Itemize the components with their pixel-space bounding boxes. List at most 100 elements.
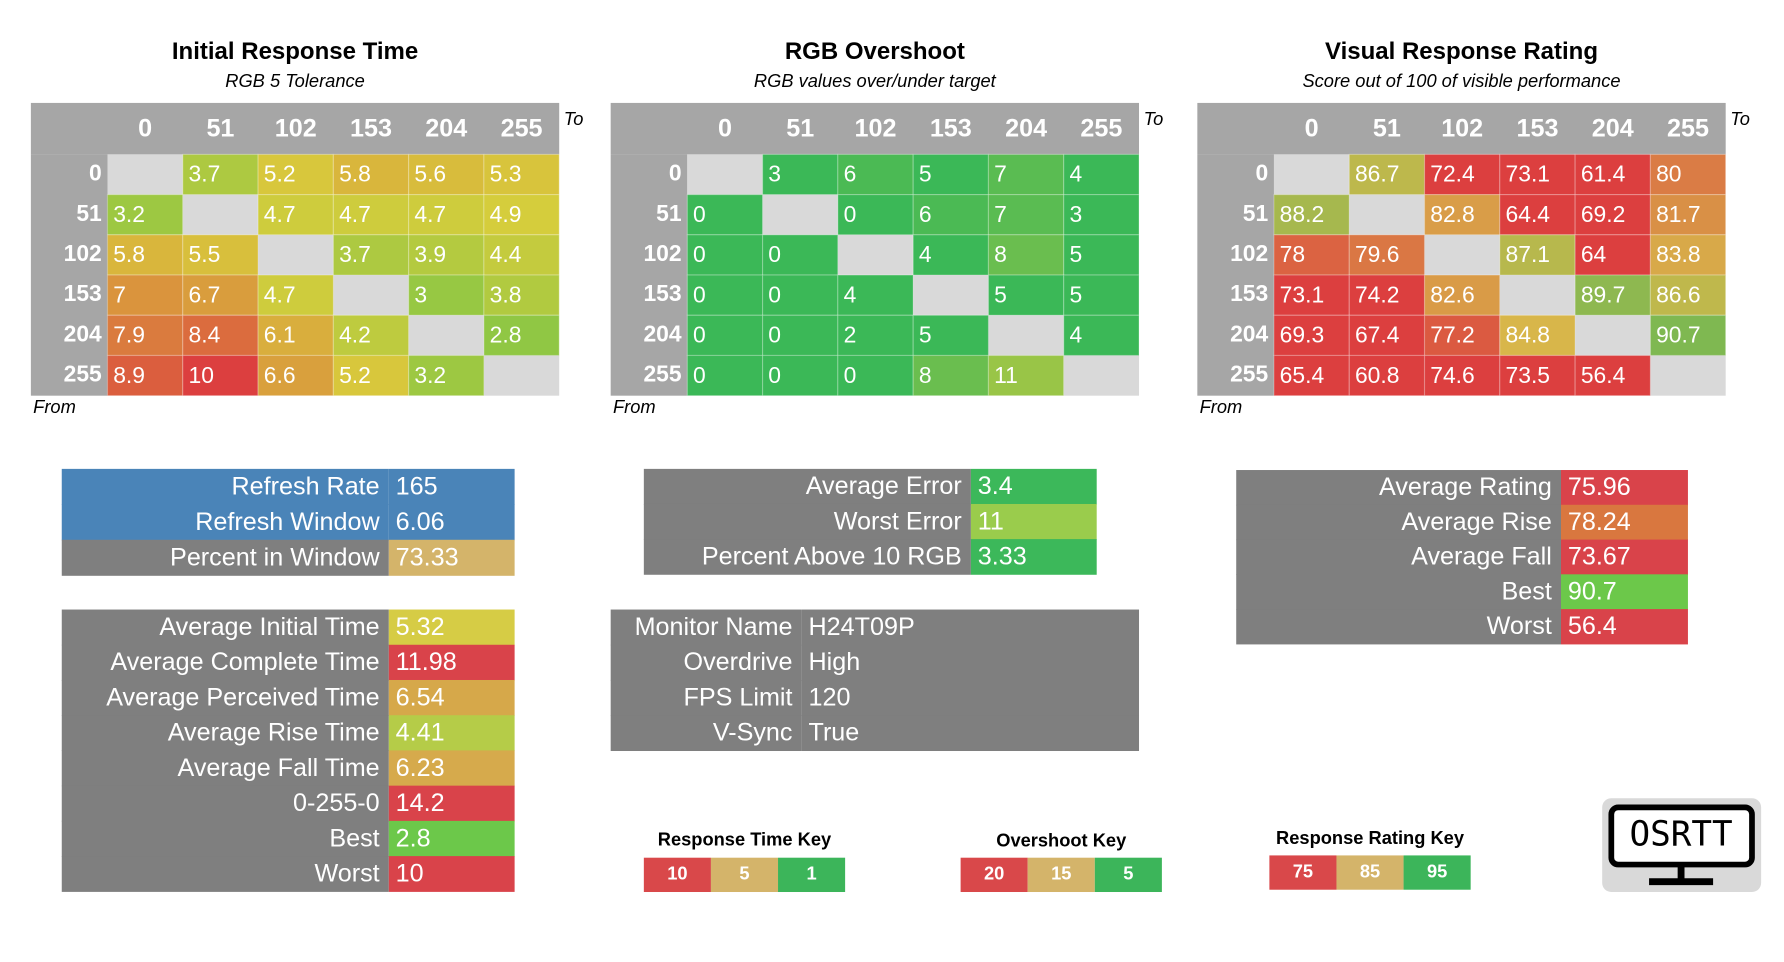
cell-label: 64: [1581, 241, 1607, 267]
cell-label: 82.8: [1430, 201, 1475, 227]
cell-label: 2.8: [490, 322, 522, 348]
heat-cell: [912, 153, 990, 196]
header-bg: [1197, 102, 1726, 155]
cell-label: 4: [844, 281, 857, 307]
cell-label: 6.7: [189, 281, 221, 307]
heat-cell: [1499, 354, 1576, 397]
key-title: Response Rating Key: [1276, 827, 1465, 848]
row-header: 204: [64, 320, 102, 346]
cell-label: 4: [1069, 161, 1082, 187]
heat-cell: [762, 354, 839, 397]
heatmap-title: RGB Overshoot: [785, 38, 965, 65]
heat-cell: [1423, 274, 1501, 316]
heat-cell: [912, 354, 990, 397]
key-label: 85: [1360, 860, 1380, 881]
cell-label: 4.9: [490, 201, 522, 227]
stat-label: Average Perceived Time: [106, 683, 379, 711]
stat-label: Average Rise: [1401, 508, 1551, 536]
cell-label: 0: [693, 322, 706, 348]
column-header: 255: [501, 114, 543, 142]
cell-label: 3.9: [414, 241, 446, 267]
stat-label-bg: [61, 609, 389, 646]
stat-value: 6.06: [396, 508, 445, 536]
key-label: 5: [1123, 863, 1133, 884]
cell-label: 83.8: [1656, 241, 1701, 267]
key-label: 5: [739, 863, 749, 884]
stat-label: Average Rise Time: [168, 719, 380, 747]
heat-cell: [332, 354, 410, 397]
heat-cell: [483, 153, 560, 196]
column-header: 51: [786, 114, 814, 142]
key-label: 1: [806, 863, 816, 884]
cell-label: 0: [768, 241, 781, 267]
stat-value: 5.32: [396, 613, 445, 641]
cell-label: 5.2: [264, 161, 296, 187]
cell-label: 88.2: [1280, 201, 1325, 227]
cell-label: 78: [1280, 241, 1305, 267]
cell-label: 77.2: [1430, 322, 1475, 348]
stat-label-bg: [610, 715, 802, 752]
stat-value-bg: [388, 750, 515, 787]
heat-cell: [1273, 194, 1350, 236]
stat-value: 11: [978, 507, 1004, 535]
stat-value-bg: [1561, 539, 1688, 575]
stat-value-bg: [388, 609, 515, 646]
stat-label: Percent Above 10 RGB: [702, 542, 962, 570]
heat-cell: [1063, 274, 1140, 316]
column-header: 153: [1516, 114, 1558, 142]
column-header: 51: [206, 114, 234, 142]
column-header: 102: [275, 114, 317, 142]
stat-value: 4.41: [396, 719, 445, 747]
key-swatch: [1336, 855, 1404, 890]
heat-cell: [182, 234, 259, 276]
heatmap-subtitle: RGB 5 Tolerance: [225, 70, 365, 91]
cell-label: 79.6: [1355, 241, 1400, 267]
heatmap-title: Initial Response Time: [172, 38, 418, 65]
cell-label: 4: [919, 241, 932, 267]
stat-label-bg: [1236, 504, 1561, 541]
cell-label: 0: [844, 362, 857, 388]
cell-label: 86.7: [1355, 161, 1400, 187]
cell-label: 8.4: [189, 322, 221, 348]
heat-cell: [182, 354, 259, 397]
stat-value: 78.24: [1568, 508, 1631, 536]
cell-label: 64.4: [1506, 201, 1551, 227]
key-swatch: [1094, 857, 1162, 893]
cell-label: 6: [844, 161, 857, 187]
key-swatch: [1027, 857, 1095, 893]
cell-label: 0: [768, 281, 781, 307]
empty-cell: [1575, 315, 1651, 356]
stat-label: Average Rating: [1379, 473, 1552, 501]
stat-label: Overdrive: [684, 648, 793, 676]
cell-label: 0: [844, 201, 857, 227]
key-swatch: [710, 857, 779, 893]
stat-value: 120: [809, 683, 851, 711]
heat-cell: [257, 194, 334, 236]
heat-cell: [912, 194, 990, 236]
empty-cell: [1349, 194, 1425, 235]
heat-cell: [837, 354, 914, 397]
heat-cell: [912, 234, 990, 276]
stat-label-bg: [61, 468, 389, 505]
empty-cell: [1424, 234, 1500, 276]
stat-label: Average Fall Time: [178, 754, 380, 782]
stat-label: V-Sync: [713, 719, 793, 747]
cell-label: 3.7: [189, 161, 221, 187]
cell-label: 60.8: [1355, 362, 1400, 388]
row-header: 255: [643, 361, 681, 387]
heat-cell: [762, 314, 839, 357]
column-header: 0: [138, 114, 152, 142]
stat-value-bg: [388, 856, 515, 892]
stat-value: 56.4: [1568, 612, 1617, 640]
key-label: 75: [1293, 860, 1313, 881]
stat-label: Average Complete Time: [110, 648, 379, 676]
cell-label: 74.6: [1430, 362, 1475, 388]
stat-value: 10: [396, 859, 424, 887]
heat-cell: [1499, 314, 1576, 357]
column-header: 102: [855, 114, 897, 142]
stat-value-bg: [388, 785, 515, 822]
stat-value-bg: [970, 468, 1097, 505]
cell-label: 73.5: [1506, 362, 1551, 388]
cell-label: 89.7: [1581, 281, 1626, 307]
row-header-bg: [610, 154, 688, 396]
